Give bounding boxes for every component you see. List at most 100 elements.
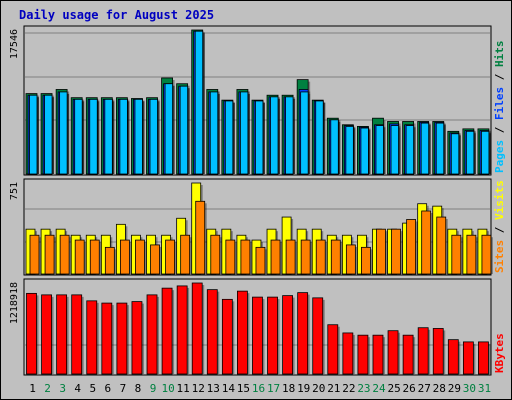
x-tick-label-day-14: 14 [222, 382, 236, 395]
bar-kbytes-day-8 [131, 301, 143, 375]
bar-sites-day-5 [89, 239, 100, 275]
bar-kbytes-day-16 [252, 296, 263, 375]
bar-sites-day-1 [29, 234, 40, 275]
x-tick-label-day-9: 9 [150, 382, 157, 395]
bar-kbytes-day-10 [161, 287, 173, 375]
legend-pages: Pages [493, 140, 506, 173]
x-tick-label-day-17: 17 [267, 382, 280, 395]
x-tick-label-day-1: 1 [29, 382, 36, 395]
x-tick-label-day-22: 22 [342, 382, 355, 395]
bar-kbytes-day-31 [478, 341, 489, 375]
bar-sites-day-23 [361, 246, 371, 275]
x-tick-label-day-10: 10 [161, 382, 174, 395]
bar-sites-day-26 [406, 219, 417, 275]
legend-kbytes: KBytes [493, 333, 506, 373]
bar-kbytes-day-9 [146, 294, 158, 375]
x-tick-label-day-5: 5 [89, 382, 96, 395]
bar-sites-day-27 [421, 210, 432, 275]
bar-pages-day-3 [59, 91, 68, 175]
bar-pages-day-7 [119, 98, 128, 175]
x-tick-label-day-26: 26 [403, 382, 416, 395]
bar-kbytes-day-30 [462, 341, 474, 375]
bar-sites-day-11 [180, 234, 191, 275]
x-tick-label-day-30: 30 [463, 382, 476, 395]
bar-sites-day-19 [300, 239, 311, 275]
panel-1-max-label: 17546 [9, 29, 20, 59]
x-tick-label-day-31: 31 [478, 382, 491, 395]
bar-pages-day-15 [240, 91, 249, 175]
bar-pages-day-13 [209, 91, 219, 175]
bar-pages-day-5 [89, 98, 98, 175]
x-tick-label-day-3: 3 [59, 382, 66, 395]
bar-kbytes-day-26 [402, 334, 414, 375]
bar-kbytes-day-25 [387, 330, 399, 375]
bar-kbytes-day-11 [176, 285, 188, 375]
x-tick-label-day-27: 27 [418, 382, 431, 395]
bar-kbytes-day-20 [312, 297, 324, 375]
bar-sites-day-28 [436, 216, 447, 275]
bar-pages-day-28 [435, 122, 445, 175]
bar-sites-day-17 [270, 239, 281, 275]
bar-pages-day-17 [270, 96, 279, 175]
x-tick-label-day-20: 20 [312, 382, 325, 395]
x-tick-label-day-18: 18 [282, 382, 295, 395]
bar-kbytes-day-23 [357, 334, 369, 375]
bar-kbytes-day-18 [282, 295, 293, 375]
bar-pages-day-9 [149, 98, 158, 175]
bar-pages-day-10 [164, 83, 173, 175]
bar-sites-day-16 [255, 246, 266, 275]
bar-pages-day-2 [44, 94, 53, 175]
x-tick-label-day-8: 8 [135, 382, 142, 395]
bar-kbytes-day-12 [191, 282, 203, 375]
x-tick-label-day-24: 24 [372, 382, 386, 395]
panel-2-max-label: 751 [9, 182, 20, 200]
legend-visits: Visits [493, 180, 506, 220]
x-tick-label-day-25: 25 [387, 382, 400, 395]
bar-pages-day-26 [405, 125, 415, 175]
bar-sites-day-14 [225, 239, 236, 275]
bar-sites-day-15 [240, 239, 251, 275]
bar-sites-day-12 [195, 200, 206, 275]
bar-pages-day-14 [224, 100, 234, 175]
bar-pages-day-30 [465, 130, 475, 175]
bar-pages-day-18 [285, 96, 294, 175]
legend-files: Files [493, 87, 506, 120]
bar-kbytes-day-28 [432, 328, 444, 375]
legend-separator: / [493, 67, 506, 87]
bar-sites-day-9 [150, 244, 160, 275]
bar-pages-day-21 [330, 119, 339, 175]
bar-kbytes-day-19 [297, 292, 309, 375]
bar-sites-day-2 [44, 234, 55, 275]
bar-sites-day-30 [466, 234, 477, 275]
x-tick-label-day-29: 29 [448, 382, 461, 395]
panel-3-legend: KBytes [493, 333, 506, 373]
bar-kbytes-day-6 [101, 302, 113, 375]
x-tick-label-day-19: 19 [297, 382, 310, 395]
bar-kbytes-day-13 [206, 289, 218, 375]
legend-separator: / [493, 120, 506, 140]
bar-kbytes-day-17 [267, 296, 278, 375]
bar-kbytes-day-1 [26, 292, 37, 375]
bar-sites-day-22 [345, 244, 356, 275]
x-tick-label-day-6: 6 [105, 382, 112, 395]
bar-kbytes-day-3 [56, 294, 68, 375]
bar-pages-day-23 [360, 127, 369, 175]
bar-sites-day-24 [376, 228, 386, 275]
bar-sites-day-3 [59, 234, 70, 275]
bar-pages-day-6 [104, 98, 113, 175]
bar-pages-day-25 [390, 125, 399, 175]
x-tick-label-day-21: 21 [327, 382, 340, 395]
bar-kbytes-day-15 [237, 290, 248, 375]
x-tick-label-day-13: 13 [207, 382, 220, 395]
x-tick-label-day-7: 7 [120, 382, 127, 395]
bar-pages-day-8 [134, 98, 143, 175]
bar-pages-day-24 [375, 125, 384, 175]
bar-kbytes-day-22 [342, 332, 354, 375]
bar-sites-day-21 [330, 239, 341, 275]
bar-sites-day-10 [165, 239, 175, 275]
bar-sites-day-25 [391, 228, 401, 275]
x-tick-label-day-15: 15 [237, 382, 250, 395]
bar-pages-day-16 [255, 100, 264, 175]
bar-sites-day-7 [119, 239, 130, 275]
